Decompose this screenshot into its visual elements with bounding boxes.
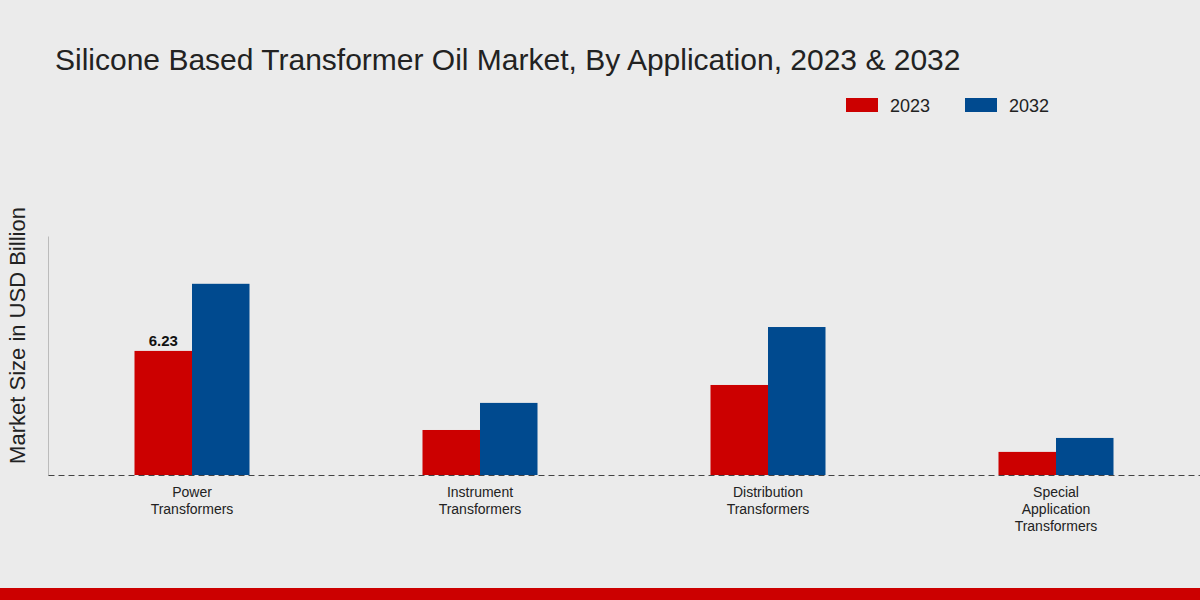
bar — [423, 430, 481, 475]
legend-swatch — [846, 98, 878, 112]
x-tick-label-line: Distribution — [733, 484, 803, 500]
footer-band — [0, 588, 1200, 600]
y-axis-title: Market Size in USD Billion — [5, 207, 30, 464]
bar — [711, 385, 769, 475]
bar — [1056, 438, 1114, 475]
x-tick: PowerTransformers — [151, 475, 234, 517]
x-axis: PowerTransformersInstrumentTransformersD… — [49, 475, 1200, 534]
bar — [135, 351, 193, 475]
legend-swatch — [965, 98, 997, 112]
x-tick-label-line: Special — [1033, 484, 1079, 500]
x-tick-label-line: Transformers — [439, 501, 522, 517]
legend-label: 2023 — [890, 96, 930, 116]
chart: Silicone Based Transformer Oil Market, B… — [0, 0, 1200, 600]
bar — [192, 284, 250, 475]
bars — [135, 284, 1114, 475]
x-tick-label: PowerTransformers — [151, 484, 234, 517]
x-tick-label-line: Instrument — [447, 484, 513, 500]
y-axis-line — [48, 237, 49, 476]
data-label: 6.23 — [149, 332, 178, 349]
x-tick: InstrumentTransformers — [439, 475, 522, 517]
bar — [480, 403, 538, 475]
x-tick-label-line: Transformers — [727, 501, 810, 517]
x-tick: DistributionTransformers — [727, 475, 810, 517]
bar — [768, 327, 826, 475]
title: Silicone Based Transformer Oil Market, B… — [55, 43, 960, 76]
x-tick-label-line: Transformers — [1015, 518, 1098, 534]
x-tick-label: SpecialApplicationTransformers — [1015, 484, 1098, 534]
x-tick: SpecialApplicationTransformers — [1015, 475, 1098, 534]
x-tick-label: InstrumentTransformers — [439, 484, 522, 517]
y-axis — [48, 237, 49, 476]
bar — [999, 452, 1057, 475]
x-tick-label-line: Power — [172, 484, 212, 500]
x-axis-line — [49, 475, 1200, 476]
background — [0, 0, 1200, 600]
x-tick-label-line: Application — [1022, 501, 1091, 517]
x-tick-label-line: Transformers — [151, 501, 234, 517]
legend-label: 2032 — [1009, 96, 1049, 116]
x-tick-label: DistributionTransformers — [727, 484, 810, 517]
legend: 2023 2032 — [846, 96, 1049, 116]
